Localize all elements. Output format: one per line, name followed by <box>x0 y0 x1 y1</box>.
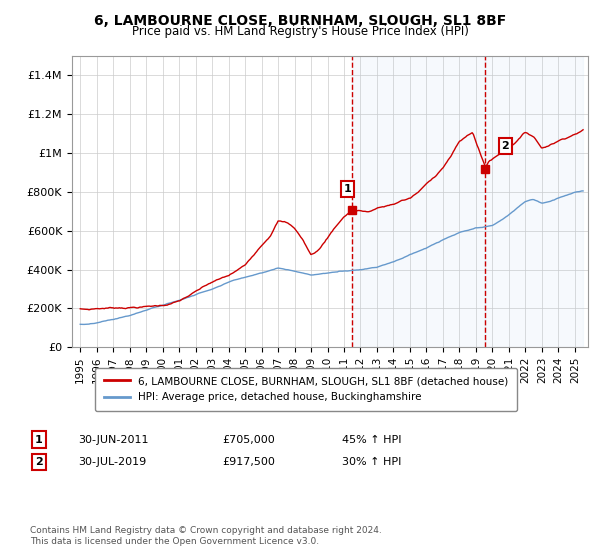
Text: £917,500: £917,500 <box>222 457 275 467</box>
Text: 30-JUL-2019: 30-JUL-2019 <box>78 457 146 467</box>
Text: 30-JUN-2011: 30-JUN-2011 <box>78 435 149 445</box>
Text: £705,000: £705,000 <box>222 435 275 445</box>
Text: Price paid vs. HM Land Registry's House Price Index (HPI): Price paid vs. HM Land Registry's House … <box>131 25 469 38</box>
Text: 45% ↑ HPI: 45% ↑ HPI <box>342 435 401 445</box>
Text: 30% ↑ HPI: 30% ↑ HPI <box>342 457 401 467</box>
Text: 1: 1 <box>35 435 43 445</box>
Text: 6, LAMBOURNE CLOSE, BURNHAM, SLOUGH, SL1 8BF: 6, LAMBOURNE CLOSE, BURNHAM, SLOUGH, SL1… <box>94 14 506 28</box>
Text: 1: 1 <box>343 184 351 194</box>
Bar <box>352 56 485 347</box>
Text: 2: 2 <box>35 457 43 467</box>
Bar <box>485 56 583 347</box>
Text: Contains HM Land Registry data © Crown copyright and database right 2024.
This d: Contains HM Land Registry data © Crown c… <box>30 526 382 546</box>
Legend: 6, LAMBOURNE CLOSE, BURNHAM, SLOUGH, SL1 8BF (detached house), HPI: Average pric: 6, LAMBOURNE CLOSE, BURNHAM, SLOUGH, SL1… <box>95 368 517 410</box>
Text: 2: 2 <box>502 141 509 151</box>
